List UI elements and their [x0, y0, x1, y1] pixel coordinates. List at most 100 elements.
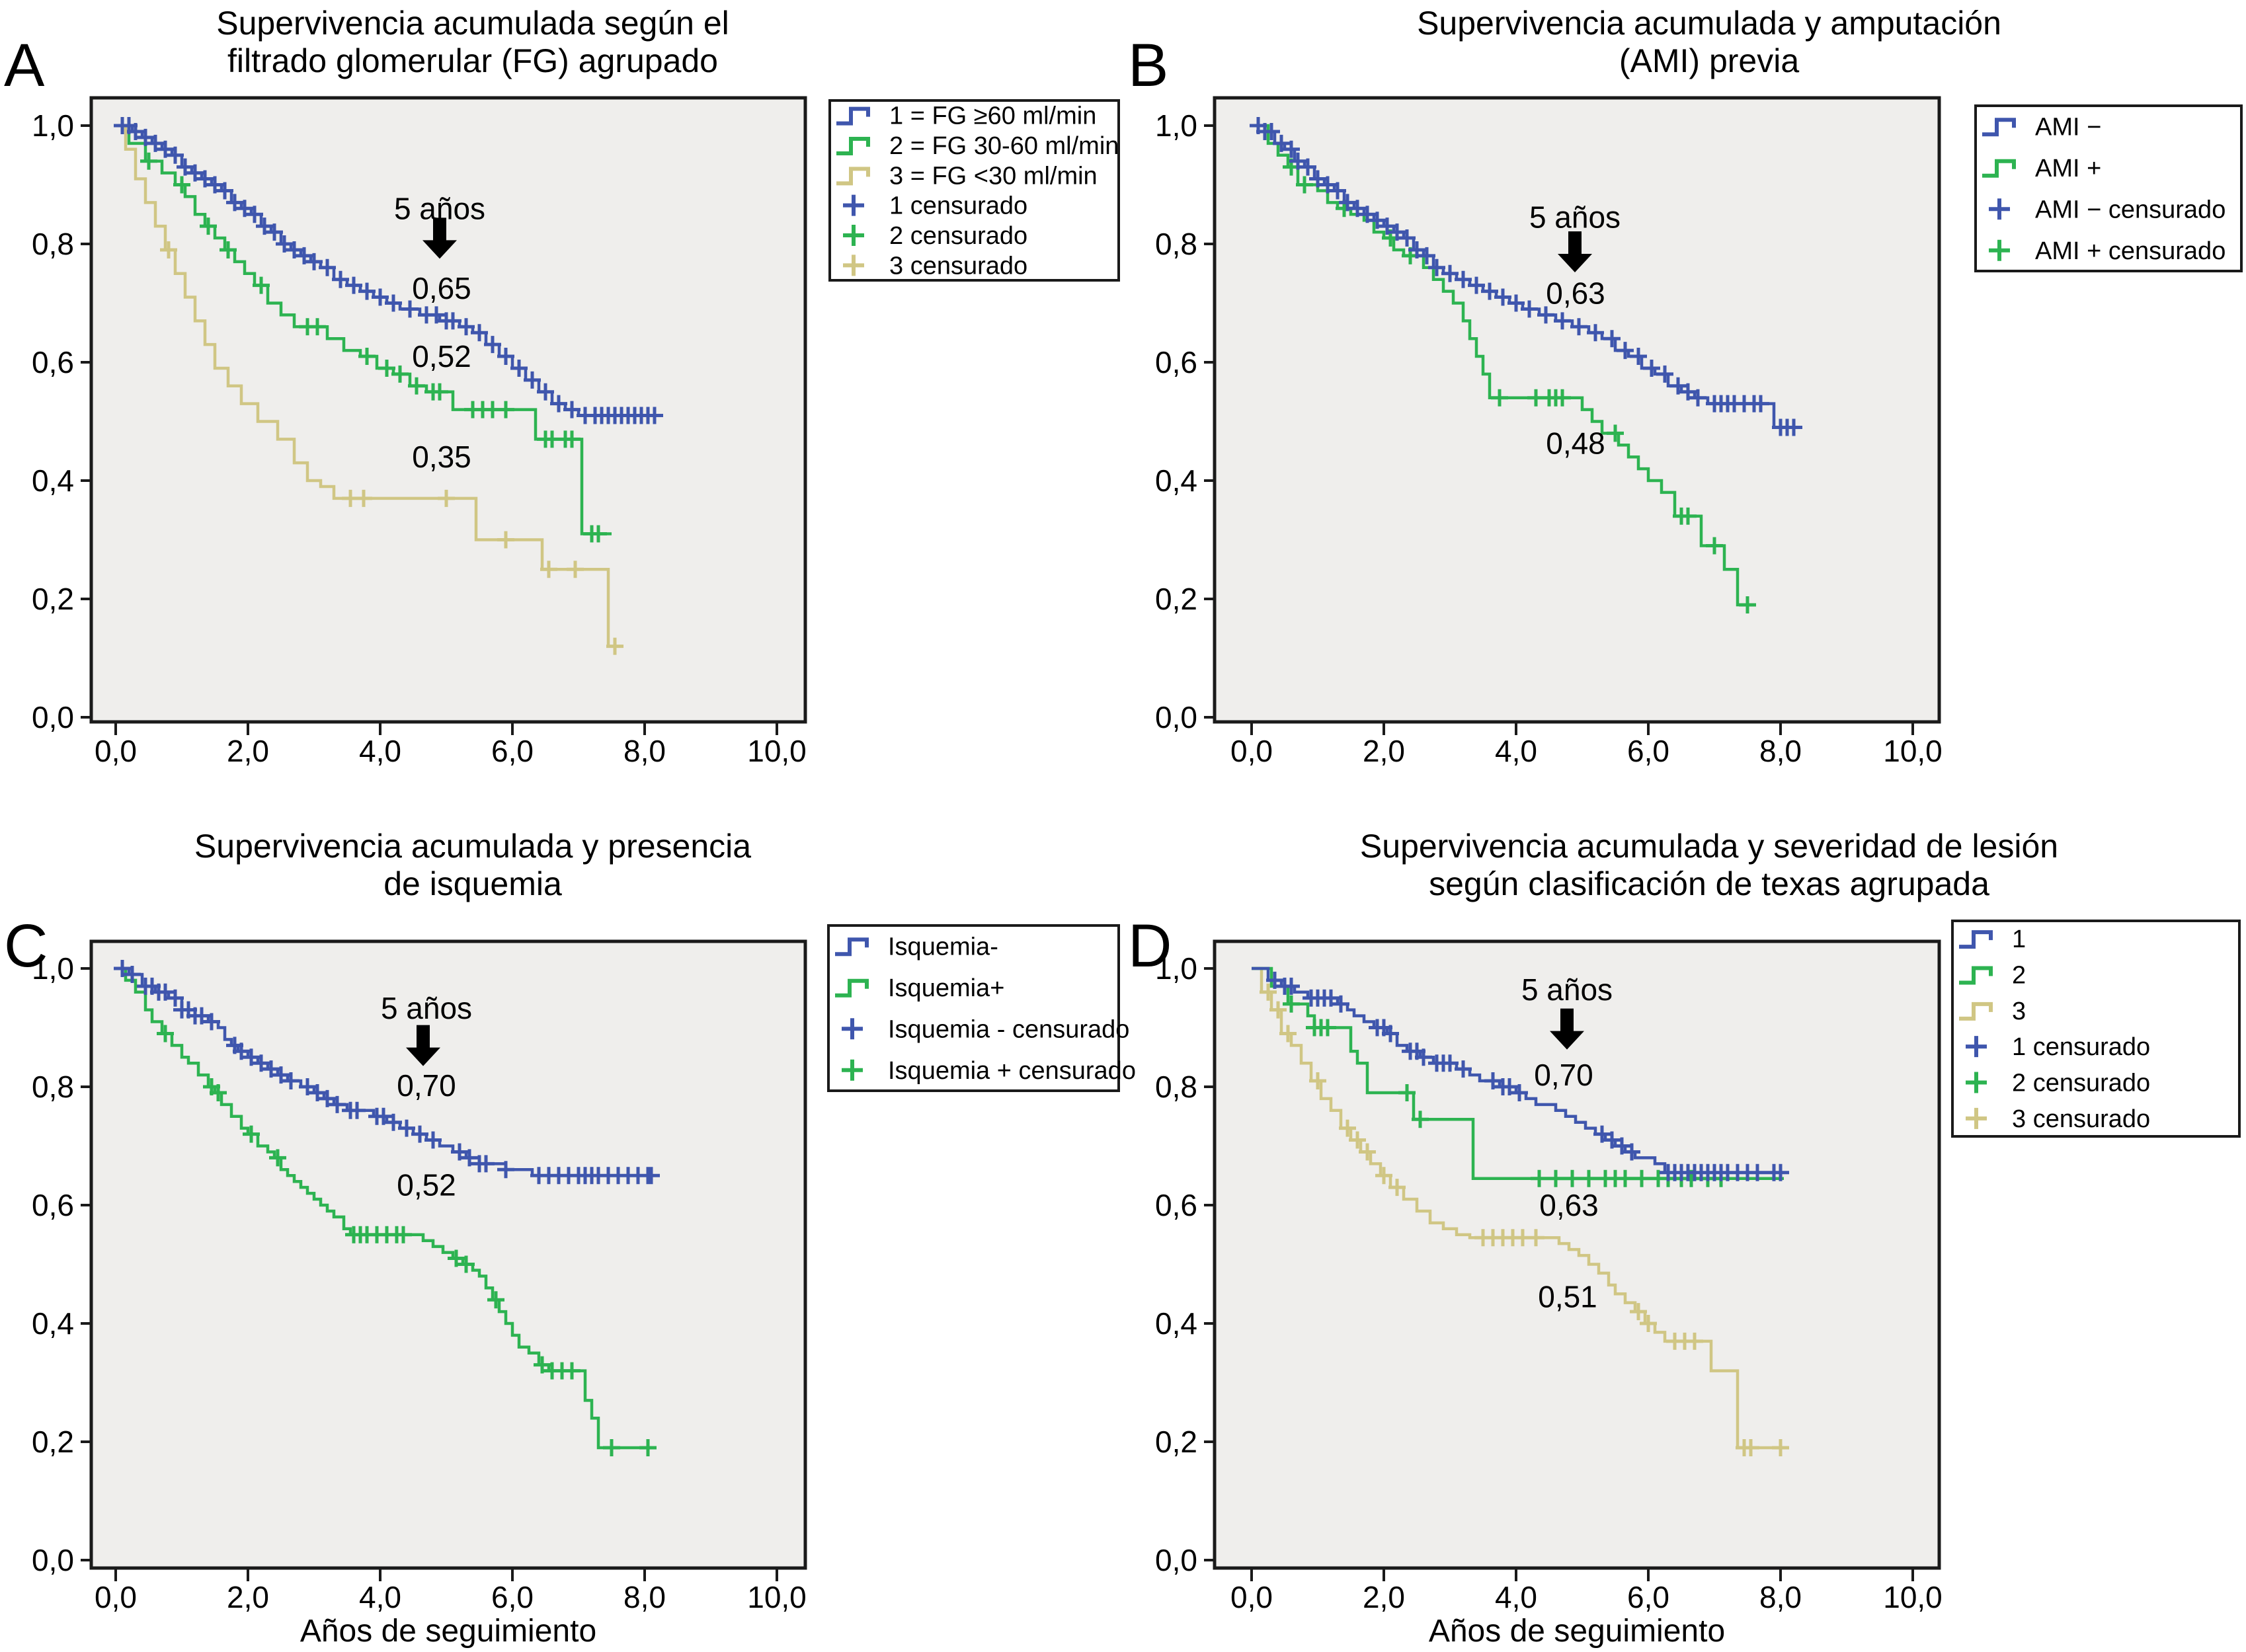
legend-label: Isquemia + censurado	[888, 1057, 1136, 1085]
annotation-label: 5 años	[1521, 972, 1613, 1007]
x-tick-label: 6,0	[1627, 734, 1669, 768]
x-tick-label: 10,0	[1883, 734, 1943, 768]
annotation-label: 0,48	[1546, 426, 1605, 461]
plot-area	[89, 96, 807, 724]
legend-step-line-icon	[836, 106, 870, 126]
panel-letter: D	[1128, 912, 1172, 980]
survival-curve-A-1	[116, 124, 622, 648]
legend-plus-icon	[1966, 1107, 1987, 1129]
annotation-label: 5 años	[381, 991, 472, 1025]
annotation-label: 0,65	[412, 271, 471, 305]
x-tick-label: 8,0	[623, 1580, 666, 1614]
legend-label: 2 = FG 30-60 ml/min	[889, 132, 1119, 160]
legend-step-line-icon	[836, 167, 870, 186]
legend-label: AMI − censurado	[2035, 196, 2226, 223]
y-tick-label: 1,0	[1155, 951, 1197, 986]
legend-plus-icon	[843, 194, 864, 216]
y-tick-label: 0,2	[32, 582, 74, 616]
legend-entry: 2 censurado	[1966, 1070, 2150, 1097]
x-tick-label: 0,0	[1230, 734, 1273, 768]
legend-step-line-icon	[1959, 930, 1993, 949]
legend-label: AMI −	[2035, 113, 2101, 141]
y-tick-label: 0,0	[1155, 700, 1197, 734]
y-tick-label: 0,8	[1155, 227, 1197, 261]
panel-D: Supervivencia acumulada y severidad de l…	[1128, 828, 2058, 1649]
arrow-down-icon	[406, 1025, 440, 1066]
legend-entry: 2 = FG 30-60 ml/min	[836, 132, 1119, 160]
x-tick-label: 6,0	[1627, 1580, 1669, 1614]
survival-curve-B-1	[1252, 124, 1754, 607]
legend-label: 3 censurado	[2012, 1105, 2150, 1133]
panel-title: de isquemia	[383, 865, 562, 902]
y-tick-label: 0,6	[32, 345, 74, 379]
survival-curve-C-1	[116, 966, 651, 1450]
annotation-label: 0,70	[397, 1068, 456, 1103]
legend-label: Isquemia-	[888, 933, 998, 961]
x-tick-label: 10,0	[747, 1580, 807, 1614]
legend-entry: 3 censurado	[843, 252, 1027, 280]
x-tick-label: 0,0	[1230, 1580, 1273, 1614]
x-tick-label: 8,0	[1759, 734, 1802, 768]
y-tick-label: 0,2	[1155, 1425, 1197, 1459]
legend-label: Isquemia - censurado	[888, 1015, 1129, 1043]
legend-entry: Isquemia-	[835, 933, 998, 961]
legend-plus-icon	[843, 225, 864, 246]
y-tick-label: 0,6	[1155, 345, 1197, 379]
panel-title: (AMI) previa	[1619, 42, 1799, 79]
panel-letter: A	[4, 32, 45, 99]
legend-plus-icon	[842, 1018, 863, 1040]
x-tick-label: 4,0	[1495, 1580, 1537, 1614]
panel-B: Supervivencia acumulada y amputación(AMI…	[1128, 5, 2001, 768]
x-tick-label: 8,0	[623, 734, 666, 768]
legend-label: 1	[2012, 925, 2026, 953]
legend-entry: Isquemia - censurado	[842, 1015, 1129, 1043]
panel-title: Supervivencia acumulada y amputación	[1417, 5, 2001, 42]
legend-label: 1 = FG ≥60 ml/min	[889, 102, 1096, 130]
legend-label: Isquemia+	[888, 974, 1004, 1002]
legend-box	[1974, 104, 2243, 272]
legend-plus-icon	[1989, 198, 2010, 220]
legend-entry: 1	[1959, 925, 2026, 953]
arrow-down-icon	[1558, 231, 1592, 272]
legend-entry: 1 = FG ≥60 ml/min	[836, 102, 1096, 130]
x-tick-label: 2,0	[227, 734, 269, 768]
y-tick-label: 0,0	[32, 700, 74, 734]
y-tick-label: 0,2	[1155, 582, 1197, 616]
x-tick-label: 2,0	[1363, 734, 1405, 768]
censor-marks-D-1	[1260, 983, 1789, 1456]
y-tick-label: 0,6	[32, 1188, 74, 1222]
legend-entry: 1 censurado	[1966, 1033, 2150, 1061]
legend-step-line-icon	[836, 137, 870, 155]
legend-step-line-icon	[1982, 118, 2016, 137]
y-tick-label: 0,4	[32, 463, 74, 498]
legend-label: AMI +	[2035, 155, 2101, 182]
survival-curve-D-2	[1252, 966, 1784, 1180]
legend-entry: 1 censurado	[843, 192, 1027, 220]
y-tick-label: 0,4	[1155, 1306, 1197, 1341]
x-tick-label: 2,0	[1363, 1580, 1405, 1614]
legend-entry: 3 = FG <30 ml/min	[836, 162, 1098, 190]
x-tick-label: 4,0	[1495, 734, 1537, 768]
censor-marks-D-3	[1266, 971, 1789, 1181]
panel-title: Supervivencia acumulada y severidad de l…	[1360, 828, 2058, 865]
legend-label: 1 censurado	[2012, 1033, 2150, 1061]
annotation-label: 0,52	[397, 1168, 456, 1202]
legend-entry: Isquemia+	[835, 974, 1004, 1002]
legend-label: 2 censurado	[889, 222, 1027, 250]
legend-entry: 3 censurado	[1966, 1105, 2150, 1133]
legend-box	[828, 99, 1120, 282]
annotation-label: 0,52	[412, 339, 471, 374]
legend-entry: AMI −	[1982, 113, 2101, 141]
legend-entry: 3	[1959, 998, 2026, 1025]
y-tick-label: 1,0	[1155, 108, 1197, 143]
legend-plus-icon	[843, 255, 864, 276]
censor-marks-A-2	[140, 152, 607, 543]
legend-D: 1 2 3 1 censurado 2 censurado 3 censurado	[1951, 920, 2241, 1138]
legend-entry: 2 censurado	[843, 222, 1027, 250]
x-tick-label: 6,0	[491, 1580, 534, 1614]
y-tick-label: 0,8	[1155, 1070, 1197, 1104]
